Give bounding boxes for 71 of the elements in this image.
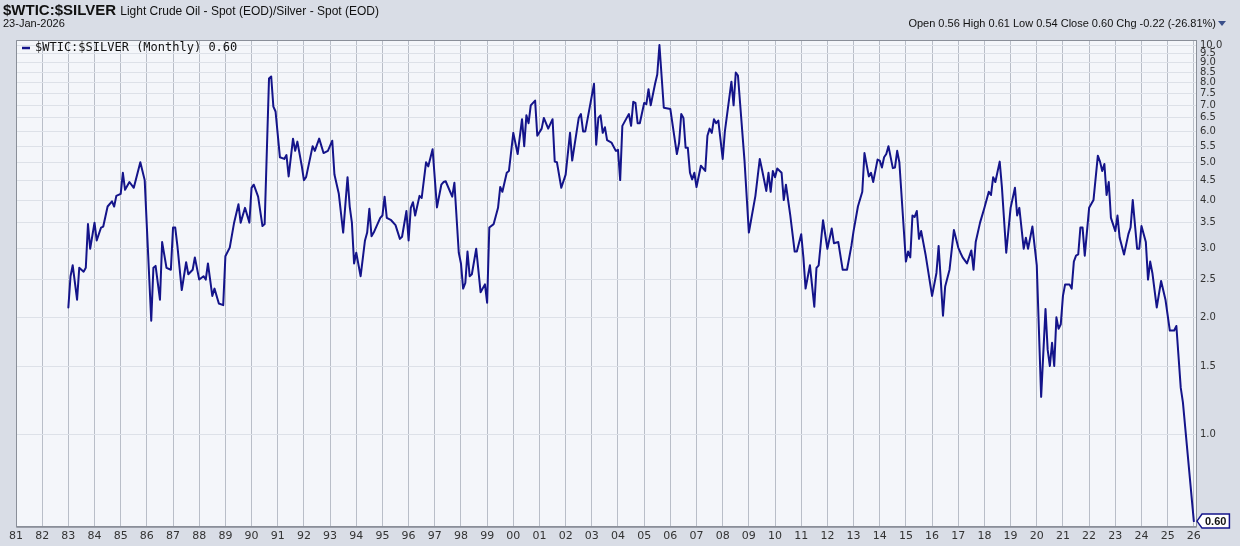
y-tick-label: 3.5 bbox=[1200, 216, 1216, 228]
x-tick-label: 03 bbox=[584, 529, 599, 543]
x-tick-label: 07 bbox=[689, 529, 704, 543]
x-tick-label: 04 bbox=[611, 529, 625, 543]
y-tick-label: 1.5 bbox=[1200, 359, 1216, 371]
x-tick-label: 14 bbox=[872, 529, 887, 543]
y-tick-label: 2.5 bbox=[1200, 273, 1216, 285]
x-tick-label: 87 bbox=[166, 529, 181, 543]
x-tick-label: 99 bbox=[480, 529, 495, 543]
x-tick-label: 26 bbox=[1186, 529, 1201, 543]
chart-subtitle: Light Crude Oil - Spot (EOD)/Silver - Spot (EOD) bbox=[120, 4, 379, 18]
x-tick-label: 16 bbox=[925, 529, 940, 543]
x-tick-label: 24 bbox=[1134, 529, 1149, 543]
x-tick-label: 15 bbox=[898, 529, 913, 543]
x-tick-label: 89 bbox=[218, 529, 233, 543]
x-tick-label: 11 bbox=[794, 529, 809, 543]
x-tick-label: 81 bbox=[9, 529, 23, 543]
x-tick-label: 25 bbox=[1160, 529, 1175, 543]
x-tick-label: 84 bbox=[87, 529, 102, 543]
y-tick-label: 7.5 bbox=[1200, 87, 1216, 99]
x-tick-label: 94 bbox=[349, 529, 364, 543]
annotation: 0.60 bbox=[1205, 514, 1227, 527]
x-tick-label: 23 bbox=[1108, 529, 1123, 543]
y-tick-label: 3.0 bbox=[1200, 242, 1216, 254]
x-tick-label: 88 bbox=[192, 529, 207, 543]
x-tick-label: 95 bbox=[375, 529, 390, 543]
chart-title: $WTIC:$SILVER bbox=[3, 1, 117, 18]
x-tick-label: 18 bbox=[977, 529, 992, 543]
y-tick-label: 4.0 bbox=[1200, 193, 1216, 205]
x-tick-label: 08 bbox=[715, 529, 730, 543]
x-tick-label: 90 bbox=[244, 529, 259, 543]
x-tick-label: 92 bbox=[296, 529, 311, 543]
x-tick-label: 10 bbox=[768, 529, 783, 543]
y-tick-label: 2.0 bbox=[1200, 310, 1216, 322]
x-tick-label: 85 bbox=[113, 529, 128, 543]
y-tick-label: 8.5 bbox=[1200, 66, 1216, 78]
text: Open 0.56 High 0.61 Low 0.54 Close 0.60 Chg -0.22 (-26.81%) bbox=[908, 17, 1216, 29]
legend-label: $WTIC:$SILVER (Monthly) 0.60 bbox=[35, 40, 238, 55]
y-tick-label: 4.5 bbox=[1200, 173, 1216, 185]
x-tick-label: 98 bbox=[453, 529, 468, 543]
y-tick-label: 6.5 bbox=[1200, 111, 1216, 123]
x-tick-label: 05 bbox=[637, 529, 652, 543]
y-tick-label: 5.5 bbox=[1200, 139, 1216, 151]
y-tick-label: 6.0 bbox=[1200, 125, 1216, 137]
x-tick-label: 12 bbox=[820, 529, 835, 543]
x-tick-label: 19 bbox=[1003, 529, 1018, 543]
x-tick-label: 00 bbox=[506, 529, 521, 543]
x-tick-label: 82 bbox=[35, 529, 50, 543]
x-tick-label: 06 bbox=[663, 529, 678, 543]
x-tick-label: 02 bbox=[558, 529, 573, 543]
y-tick-label: 9.5 bbox=[1200, 47, 1216, 59]
x-tick-label: 86 bbox=[139, 529, 154, 543]
x-tick-label: 83 bbox=[61, 529, 76, 543]
x-tick-label: 93 bbox=[323, 529, 338, 543]
x-tick-label: 13 bbox=[846, 529, 861, 543]
y-tick-label: 5.0 bbox=[1200, 155, 1216, 167]
text: 23-Jan-2026 bbox=[3, 17, 65, 29]
y-tick-label: 7.0 bbox=[1200, 98, 1216, 110]
x-tick-label: 96 bbox=[401, 529, 416, 543]
y-tick-label: 9.0 bbox=[1200, 56, 1216, 68]
x-tick-label: 01 bbox=[532, 529, 547, 543]
x-tick-label: 09 bbox=[741, 529, 756, 543]
x-tick-label: 91 bbox=[270, 529, 285, 543]
x-tick-label: 17 bbox=[951, 529, 966, 543]
x-tick-label: 20 bbox=[1029, 529, 1044, 543]
y-tick-label: 10.0 bbox=[1200, 38, 1223, 50]
x-tick-label: 97 bbox=[427, 529, 442, 543]
y-tick-label: 8.0 bbox=[1200, 76, 1216, 88]
x-tick-label: 21 bbox=[1055, 529, 1070, 543]
y-tick-label: 1.0 bbox=[1200, 428, 1216, 440]
x-tick-label: 22 bbox=[1082, 529, 1097, 543]
